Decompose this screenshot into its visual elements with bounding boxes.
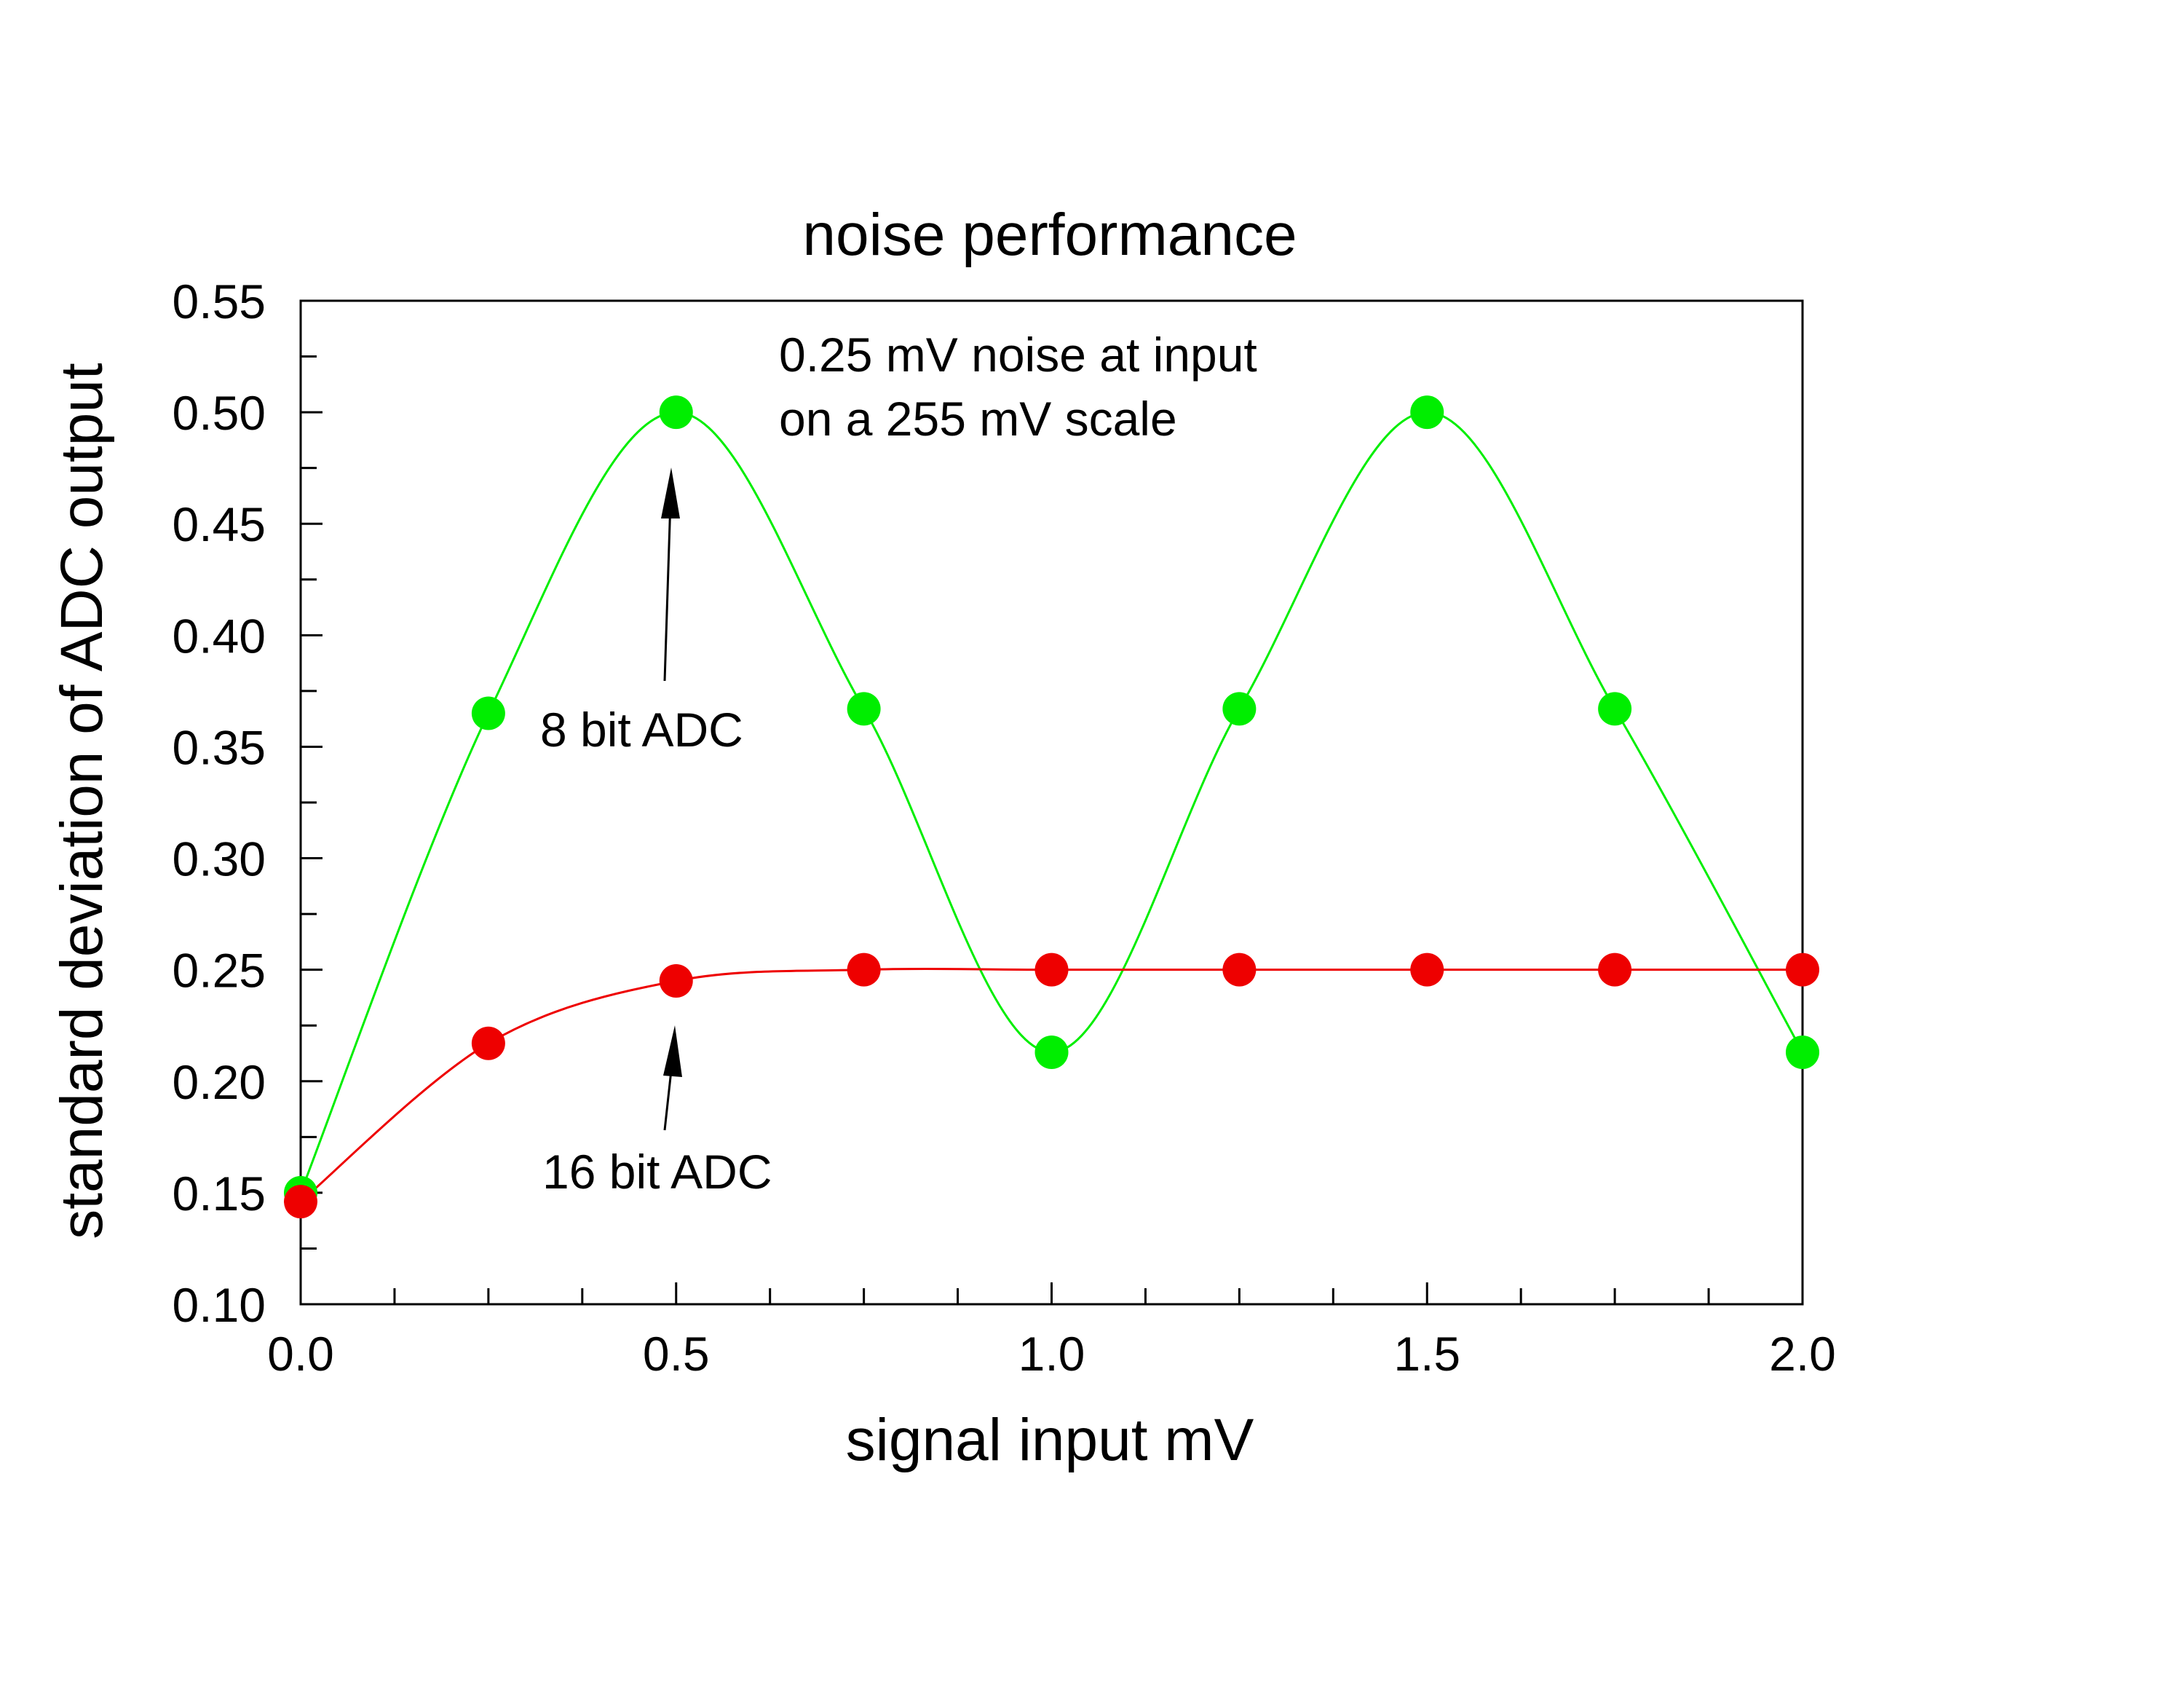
x-tick-label: 1.0 [1018, 1327, 1085, 1381]
data-point-8-bit [1410, 395, 1444, 430]
y-axis-label: standard deviation of ADC output [49, 363, 115, 1239]
y-tick-label: 0.55 [173, 275, 266, 328]
series-line-16-bit [300, 968, 1803, 1203]
data-point-16-bit [284, 1185, 317, 1219]
arrow-16-bit [663, 1025, 682, 1131]
y-tick-label: 0.25 [173, 944, 266, 998]
y-tick-label: 0.10 [173, 1278, 266, 1332]
data-point-8-bit [1034, 1035, 1069, 1069]
y-tick-label: 0.45 [173, 497, 266, 551]
y-tick-labels: 0.10 0.15 0.20 0.25 0.30 0.35 0.40 0.45 0.50 0.55 [173, 275, 266, 1332]
arrow-8-bit [661, 468, 680, 682]
data-point-16-bit [659, 963, 693, 998]
y-tick-label: 0.15 [173, 1167, 266, 1220]
data-point-16-bit [1410, 953, 1444, 987]
data-point-16-bit [1786, 953, 1819, 987]
x-tick-label: 2.0 [1769, 1327, 1836, 1381]
x-axis-label: signal input mV [846, 1407, 1254, 1473]
y-tick-label: 0.20 [173, 1055, 266, 1109]
data-point-8-bit [847, 692, 881, 726]
plot-area [284, 299, 1819, 1306]
data-point-16-bit [847, 953, 881, 987]
data-point-16-bit [1034, 953, 1069, 987]
y-tick-label: 0.35 [173, 720, 266, 774]
data-point-16-bit [1598, 953, 1632, 987]
data-point-16-bit [471, 1026, 505, 1060]
data-point-8-bit [471, 696, 505, 730]
y-tick-label: 0.40 [173, 609, 266, 663]
annotation-line-2: on a 255 mV scale [779, 392, 1177, 446]
data-point-8-bit [1598, 692, 1632, 726]
series-line-8-bit [299, 411, 1804, 1194]
x-tick-label: 0.5 [643, 1327, 710, 1381]
chart-title: noise performance [802, 202, 1297, 268]
series-curves [299, 411, 1804, 1203]
y-tick-label: 0.30 [173, 832, 266, 886]
data-point-8-bit [1222, 692, 1257, 726]
data-point-8-bit [659, 395, 693, 430]
data-point-16-bit [1222, 953, 1257, 987]
annotation-line-1: 0.25 mV noise at input [779, 328, 1257, 382]
x-tick-label: 1.5 [1393, 1327, 1460, 1381]
series-points [284, 395, 1819, 1219]
plot-frame [299, 299, 1804, 1306]
series-label-16-bit: 16 bit ADC [542, 1145, 772, 1199]
y-tick-label: 0.50 [173, 386, 266, 440]
x-tick-label: 0.0 [267, 1327, 334, 1381]
data-point-8-bit [1786, 1035, 1819, 1069]
axis-ticks [299, 299, 1804, 1306]
series-label-8-bit: 8 bit ADC [540, 703, 743, 757]
x-tick-labels: 0.0 0.5 1.0 1.5 2.0 [267, 1327, 1836, 1381]
